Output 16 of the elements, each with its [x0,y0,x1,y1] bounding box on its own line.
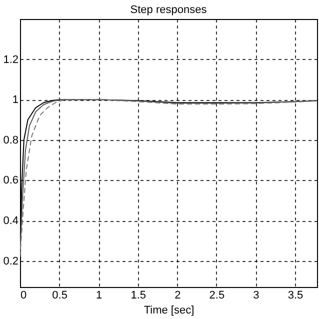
x-tick-label: 1 [96,290,102,302]
y-tick-label: 0.8 [3,134,18,146]
x-tick-label: 3.5 [288,290,304,302]
y-tick-label: 1.2 [3,54,18,66]
chart-title: Step responses [130,4,208,16]
x-tick-label: 2 [174,290,181,302]
y-tick-label: 0.4 [3,215,18,228]
x-axis-title: Time [sec] [144,304,194,316]
x-tick-label: 1.5 [130,290,146,302]
x-tick-label: 2.5 [209,290,225,302]
y-tick-label: 1 [12,94,18,106]
x-tick-label: 0 [20,290,27,302]
x-tick-label: 3 [253,290,260,302]
y-tick-label: 0.2 [3,255,18,268]
y-tick-label: 0.6 [3,174,18,187]
x-tick-label: 0.5 [52,290,68,302]
